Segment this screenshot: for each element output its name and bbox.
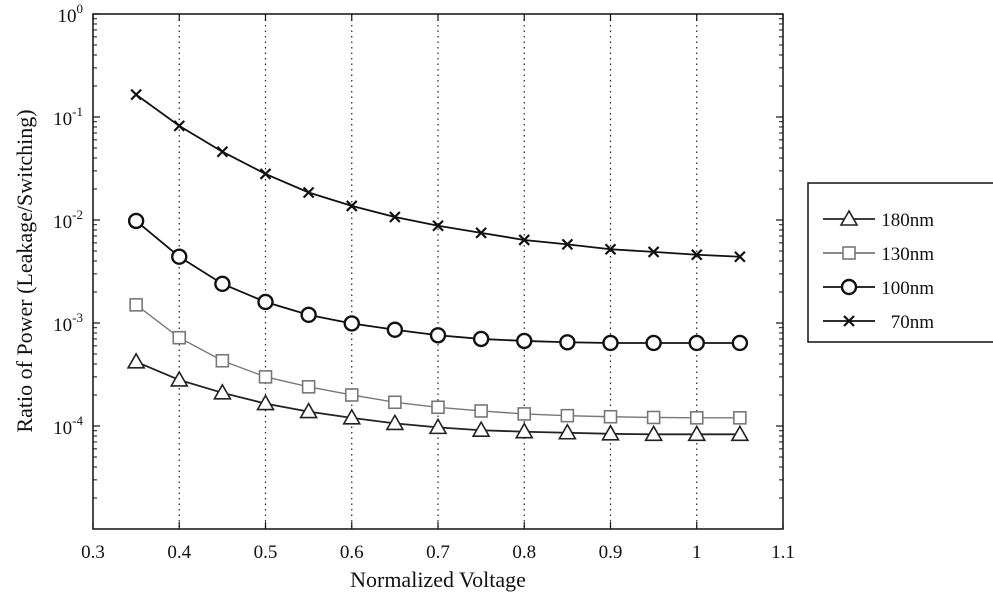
x-tick-label: 0.7	[426, 542, 450, 563]
series-180nm	[126, 352, 750, 442]
data-point-180nm	[644, 424, 664, 442]
data-point-70nm	[604, 243, 617, 256]
legend-marker-130nm	[842, 246, 856, 260]
data-point-180nm	[514, 422, 534, 439]
data-point-100nm	[386, 321, 404, 338]
data-point-70nm	[302, 186, 315, 199]
x-tick-label: 1.1	[771, 542, 795, 563]
y-tick-label: 100	[58, 1, 84, 27]
data-point-130nm	[646, 410, 661, 425]
data-point-100nm	[472, 330, 490, 348]
data-point-70nm	[734, 250, 746, 263]
data-point-100nm	[127, 212, 145, 230]
series-130nm	[129, 298, 747, 425]
data-point-180nm	[126, 352, 146, 369]
x-tick-label: 1	[692, 542, 702, 563]
data-point-70nm	[647, 246, 660, 258]
data-point-130nm	[603, 409, 618, 424]
legend-marker-70nm	[843, 315, 855, 327]
data-point-100nm	[516, 332, 533, 350]
data-point-70nm	[518, 234, 531, 246]
y-tick-label: 10-3	[53, 310, 83, 336]
legend-label: 130nm	[881, 244, 934, 265]
data-point-180nm	[557, 423, 577, 440]
data-point-180nm	[601, 424, 620, 441]
y-tick-label: 10-4	[53, 413, 83, 439]
data-point-130nm	[517, 407, 532, 421]
legend: 180nm 130nm 100nm 70nm	[807, 182, 993, 343]
grid-lines	[178, 14, 698, 529]
legend-box	[807, 182, 993, 343]
data-point-130nm	[388, 395, 402, 410]
x-axis-label: Normalized Voltage	[350, 567, 526, 592]
data-point-180nm	[730, 424, 750, 442]
x-tick-label: 0.5	[254, 542, 278, 563]
data-point-100nm	[559, 334, 576, 351]
data-point-130nm	[431, 400, 445, 415]
x-axis-ticks: 0.3 0.4 0.5 0.6 0.7 0.8 0.9 1 1.1	[81, 14, 795, 563]
data-point-100nm	[429, 327, 447, 344]
y-tick-label: 10-1	[53, 104, 83, 130]
data-point-100nm	[343, 315, 360, 332]
series-70nm	[130, 88, 746, 263]
data-point-70nm	[130, 88, 142, 101]
data-point-130nm	[172, 330, 187, 345]
legend-label: 100nm	[881, 278, 934, 299]
y-axis-label: Ratio of Power (Leakage/Switching)	[12, 109, 37, 432]
data-point-70nm	[432, 219, 444, 232]
data-point-70nm	[475, 227, 487, 239]
legend-label: 70nm	[891, 312, 935, 333]
legend-label: 180nm	[881, 210, 934, 231]
x-tick-label: 0.6	[340, 542, 364, 563]
data-point-130nm	[129, 298, 143, 312]
data-point-180nm	[428, 417, 448, 435]
legend-marker-100nm	[840, 278, 858, 296]
x-tick-label: 0.3	[81, 542, 105, 563]
data-point-180nm	[169, 370, 189, 387]
data-point-130nm	[301, 380, 316, 394]
data-point-100nm	[731, 334, 749, 352]
data-point-100nm	[645, 334, 662, 352]
data-point-180nm	[385, 413, 405, 431]
y-axis-ticks: 10-4 10-3 10-2 10-1 100	[53, 1, 783, 499]
data-point-70nm	[690, 248, 703, 261]
data-point-130nm	[215, 353, 230, 368]
data-point-100nm	[257, 293, 274, 311]
data-point-180nm	[342, 408, 362, 425]
data-point-100nm	[214, 275, 231, 293]
data-point-180nm	[212, 383, 232, 400]
x-tick-label: 0.4	[167, 542, 191, 563]
data-point-130nm	[733, 411, 747, 425]
data-point-70nm	[561, 238, 574, 251]
data-point-100nm	[300, 306, 317, 324]
data-point-130nm	[258, 370, 273, 384]
data-point-70nm	[389, 211, 401, 223]
x-tick-label: 0.9	[599, 542, 623, 563]
data-point-130nm	[689, 411, 704, 425]
data-point-70nm	[173, 120, 186, 132]
data-point-130nm	[474, 404, 488, 418]
series-100nm	[127, 212, 749, 352]
data-point-130nm	[560, 408, 575, 423]
data-point-130nm	[344, 388, 359, 402]
x-tick-label: 0.8	[512, 542, 536, 563]
data-point-180nm	[471, 420, 491, 438]
data-point-100nm	[602, 334, 619, 352]
series-group	[126, 88, 750, 442]
data-point-100nm	[688, 334, 705, 352]
data-point-100nm	[171, 248, 188, 265]
data-point-180nm	[687, 424, 707, 442]
data-point-70nm	[259, 168, 272, 180]
data-point-70nm	[216, 145, 229, 158]
data-point-180nm	[256, 393, 275, 411]
y-tick-label: 10-2	[53, 207, 83, 233]
legend-marker-180nm	[839, 209, 859, 226]
data-point-70nm	[345, 200, 358, 212]
data-point-180nm	[299, 401, 319, 419]
